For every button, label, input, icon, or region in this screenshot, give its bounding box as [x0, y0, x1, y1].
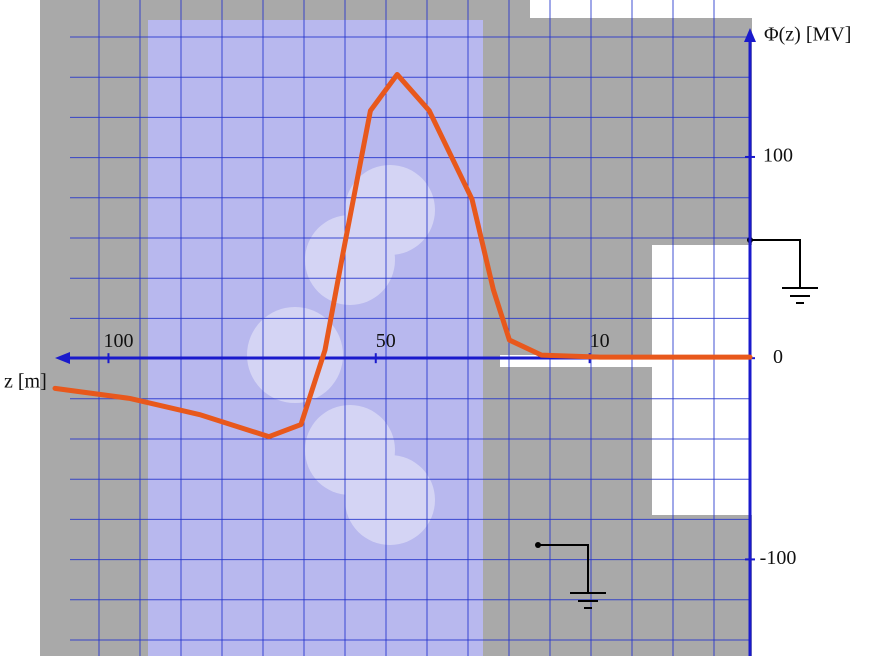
node	[535, 542, 541, 548]
y-tick-label: 0	[773, 346, 783, 368]
structure	[530, 0, 752, 18]
x-axis-label: z [m]	[4, 371, 47, 393]
detector-shape	[345, 455, 435, 545]
y-tick-label: -100	[760, 547, 797, 569]
x-tick-label: 100	[103, 330, 133, 352]
potential-line	[52, 71, 753, 440]
structure	[652, 245, 752, 515]
ground-wire	[750, 239, 801, 288]
y-tick-label: 100	[763, 145, 793, 167]
detector-shape	[247, 307, 343, 403]
ground-wire	[538, 544, 589, 593]
x-tick-label: 50	[376, 330, 396, 352]
x-tick-label: 10	[590, 330, 610, 352]
x-axis-arrow	[55, 352, 70, 364]
y-axis-label: Φ(z) [MV]	[764, 24, 851, 46]
y-axis-arrow	[744, 28, 756, 42]
